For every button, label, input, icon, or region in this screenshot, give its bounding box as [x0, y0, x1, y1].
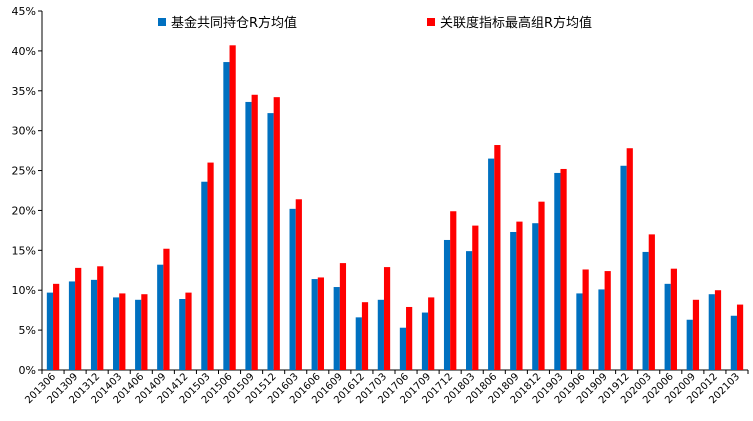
bar-fund-r2	[443, 239, 451, 370]
bar-top-group-r2	[141, 294, 148, 370]
bar-top-group-r2	[97, 266, 104, 370]
y-axis: 0% 5% 10% 15% 20% 25% 30% 35% 40% 45%	[12, 5, 43, 377]
bar-fund-r2	[421, 312, 429, 370]
bar-fund-r2	[399, 327, 407, 370]
bar-fund-r2	[620, 165, 627, 370]
bar-fund-r2	[333, 287, 340, 370]
bar-fund-r2	[201, 181, 208, 370]
bar-top-group-r2	[119, 293, 126, 370]
legend-label-top-group-r2: 关联度指标最高组R方均值	[440, 15, 592, 31]
bars	[46, 45, 744, 371]
y-tick-label: 5%	[19, 324, 36, 337]
bar-fund-r2	[355, 317, 362, 370]
y-tick-label: 0%	[19, 364, 36, 377]
x-axis: 2013062013092013122014032014062014092014…	[23, 369, 749, 406]
bar-top-group-r2	[538, 201, 545, 370]
bar-fund-r2	[267, 113, 274, 371]
bar-fund-r2	[68, 281, 76, 370]
legend-swatch-fund-r2	[158, 18, 166, 26]
bar-top-group-r2	[273, 97, 280, 370]
bar-fund-r2	[223, 62, 230, 371]
bar-top-group-r2	[229, 45, 236, 370]
y-tick-label: 15%	[12, 244, 36, 257]
bar-top-group-r2	[626, 148, 633, 370]
bar-fund-r2	[488, 158, 495, 370]
bar-top-group-r2	[560, 168, 567, 370]
y-tick-label: 40%	[12, 45, 36, 58]
bar-fund-r2	[510, 231, 517, 370]
bar-fund-r2	[157, 264, 164, 370]
bar-fund-r2	[135, 299, 142, 370]
y-tick-label: 25%	[12, 165, 36, 178]
bar-fund-r2	[311, 279, 318, 370]
legend-label-fund-r2: 基金共同持仓R方均值	[171, 15, 297, 31]
bar-fund-r2	[377, 299, 384, 370]
bar-top-group-r2	[494, 145, 501, 370]
bar-top-group-r2	[185, 292, 192, 370]
bar-top-group-r2	[251, 94, 258, 371]
bar-top-group-r2	[339, 263, 347, 370]
bar-top-group-r2	[670, 268, 677, 370]
bar-fund-r2	[179, 298, 186, 370]
bar-top-group-r2	[428, 297, 435, 370]
bar-top-group-r2	[295, 199, 302, 370]
bar-fund-r2	[598, 289, 605, 370]
bar-fund-r2	[642, 251, 649, 370]
bar-top-group-r2	[450, 211, 457, 370]
bar-top-group-r2	[75, 267, 82, 370]
bar-top-group-r2	[582, 269, 589, 370]
bar-top-group-r2	[383, 267, 391, 370]
y-tick-label: 45%	[12, 5, 36, 18]
bar-fund-r2	[576, 293, 583, 370]
bar-fund-r2	[664, 283, 671, 370]
bar-top-group-r2	[163, 248, 170, 370]
bar-top-group-r2	[516, 221, 523, 370]
bar-fund-r2	[289, 208, 296, 370]
legend: 基金共同持仓R方均值 关联度指标最高组R方均值	[158, 15, 592, 31]
y-tick-label: 30%	[12, 125, 36, 138]
bar-fund-r2	[708, 294, 715, 370]
bar-top-group-r2	[648, 234, 655, 370]
bar-top-group-r2	[53, 283, 60, 370]
bar-top-group-r2	[207, 162, 214, 370]
bar-fund-r2	[90, 279, 98, 370]
bar-fund-r2	[113, 297, 120, 370]
bar-fund-r2	[686, 319, 693, 370]
bar-fund-r2	[466, 251, 473, 370]
bar-top-group-r2	[604, 271, 611, 370]
bar-top-group-r2	[692, 299, 700, 370]
bar-top-group-r2	[361, 302, 369, 370]
y-tick-label: 20%	[12, 204, 36, 217]
bar-top-group-r2	[714, 290, 722, 370]
bar-top-group-r2	[736, 304, 744, 370]
legend-swatch-top-group-r2	[427, 18, 435, 26]
bar-fund-r2	[554, 172, 561, 370]
bar-top-group-r2	[472, 225, 479, 370]
bar-top-group-r2	[406, 306, 413, 370]
bar-fund-r2	[532, 223, 539, 370]
bar-fund-r2	[46, 292, 54, 370]
bar-fund-r2	[730, 315, 737, 370]
y-tick-label: 35%	[12, 85, 36, 98]
bar-top-group-r2	[317, 277, 324, 370]
bar-fund-r2	[245, 101, 252, 371]
y-tick-label: 10%	[12, 284, 36, 297]
